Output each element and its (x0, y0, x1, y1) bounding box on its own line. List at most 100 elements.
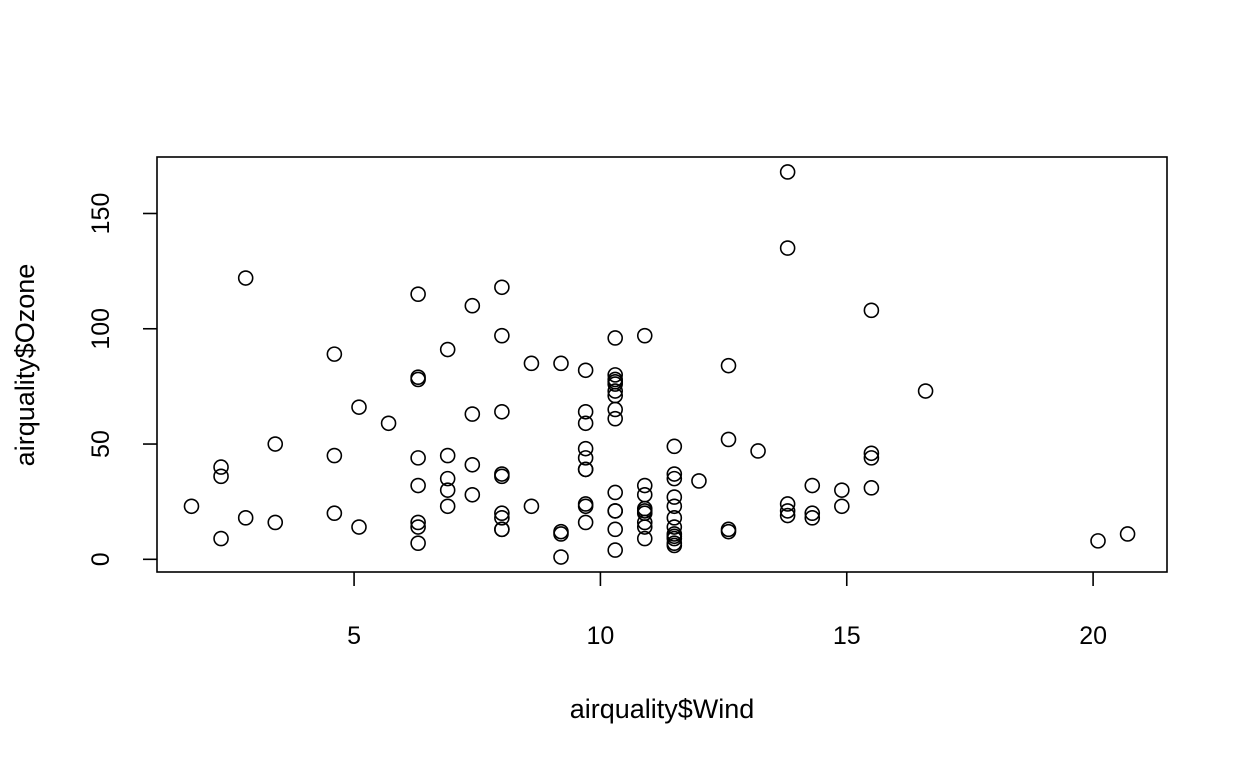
data-point (720, 431, 737, 448)
data-point (410, 519, 426, 535)
data-point (863, 302, 880, 319)
data-point (666, 535, 683, 551)
data-point (553, 355, 569, 372)
data-point (666, 470, 683, 487)
data-point (666, 510, 683, 526)
data-point (607, 410, 623, 427)
data-point (666, 438, 683, 455)
data-point (577, 514, 594, 531)
data-point (494, 403, 510, 420)
data-point (213, 468, 229, 485)
data-point (439, 498, 456, 515)
data-point (607, 330, 623, 346)
data-point (863, 480, 880, 496)
data-point (636, 486, 653, 503)
data-point (577, 461, 594, 478)
data-point (494, 466, 510, 482)
data-point (863, 445, 880, 462)
data-point (351, 519, 367, 535)
y-tick-label: 150 (87, 193, 115, 235)
data-point (607, 484, 623, 501)
data-point (494, 510, 510, 526)
data-point (237, 270, 254, 286)
data-point (779, 164, 796, 180)
data-point (804, 477, 821, 494)
data-point (863, 450, 880, 466)
data-point (607, 521, 623, 538)
x-tick-label: 5 (347, 622, 361, 650)
data-point (607, 367, 623, 383)
data-point (410, 450, 426, 466)
data-point (410, 535, 426, 551)
data-point (410, 371, 426, 388)
data-point (213, 459, 229, 475)
data-point (666, 466, 683, 482)
x-tick-label: 10 (587, 622, 615, 650)
data-point (607, 401, 623, 418)
y-axis-label: airquality$Ozone (10, 264, 40, 467)
y-axis: 0 50 100 150 (87, 193, 157, 566)
data-point (577, 440, 594, 457)
x-axis: 5 10 15 20 (347, 572, 1107, 650)
data-point (834, 482, 850, 498)
data-point (577, 450, 594, 466)
x-axis-label: airquality$Wind (570, 694, 755, 724)
data-point (213, 530, 229, 547)
x-tick-label: 15 (833, 622, 861, 650)
data-point (351, 399, 367, 415)
data-point (523, 355, 540, 372)
plot-frame (156, 156, 1168, 573)
data-point (577, 362, 594, 379)
data-point (636, 477, 653, 494)
data-point (779, 503, 796, 519)
data-point (326, 505, 343, 522)
data-point (439, 447, 456, 464)
data-point (804, 510, 821, 526)
data-point (779, 507, 796, 524)
data-point (666, 489, 683, 505)
data-point (326, 346, 343, 362)
data-point (720, 357, 737, 374)
data-point (183, 498, 200, 515)
data-point (607, 376, 623, 392)
data-point (607, 503, 623, 519)
data-point (607, 383, 623, 399)
data-point (607, 371, 623, 388)
data-point (1119, 526, 1136, 542)
data-point (410, 477, 426, 494)
data-point (439, 341, 456, 358)
data-point (804, 505, 821, 522)
data-point (439, 470, 456, 487)
data-point (720, 521, 737, 538)
data-point (439, 482, 456, 498)
data-point (636, 530, 653, 547)
y-tick-label: 0 (87, 552, 115, 566)
data-point (237, 510, 254, 526)
data-point (464, 456, 481, 473)
data-point (380, 415, 397, 432)
data-point (666, 519, 683, 535)
data-point (577, 498, 594, 515)
data-point (464, 486, 481, 503)
data-point (779, 240, 796, 256)
data-point (917, 383, 934, 399)
y-tick-label: 50 (87, 430, 115, 458)
data-point (553, 549, 569, 565)
data-point (494, 327, 510, 344)
data-point (666, 530, 683, 547)
data-point (494, 521, 510, 538)
data-point (1090, 533, 1106, 549)
data-point (464, 406, 481, 422)
data-point (691, 473, 707, 489)
data-point (834, 498, 850, 515)
data-point (523, 498, 540, 515)
x-tick-label: 20 (1079, 622, 1107, 650)
data-point (577, 415, 594, 432)
data-point (577, 403, 594, 420)
data-point (267, 436, 284, 452)
data-point (267, 514, 284, 531)
data-point (410, 286, 426, 302)
data-point (464, 297, 481, 314)
data-point (494, 505, 510, 522)
